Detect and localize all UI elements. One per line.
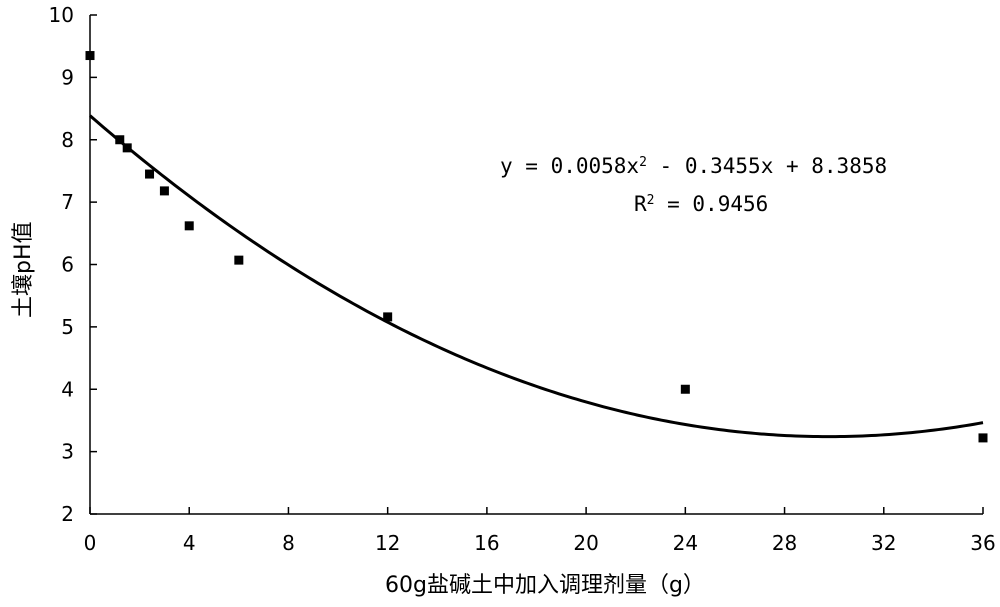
x-ticks: 0 4 8 12 16 20 24 28 32 36 <box>84 507 996 555</box>
equation-superscript: 2 <box>639 155 647 170</box>
r2-superscript: 2 <box>647 193 655 208</box>
x-tick-label: 4 <box>183 531 196 555</box>
y-tick-label: 2 <box>61 502 74 526</box>
data-point <box>115 135 125 145</box>
r-squared: R2 = 0.9456 <box>634 192 768 216</box>
equation-text: y = 0.0058x <box>500 154 639 178</box>
y-tick-label: 9 <box>61 65 74 89</box>
axes <box>89 15 983 515</box>
y-ticks: 2 3 4 5 6 7 8 9 10 <box>49 3 97 526</box>
y-tick-label: 3 <box>61 440 74 464</box>
r2-rest: = 0.9456 <box>654 192 768 216</box>
x-tick-label: 16 <box>474 531 499 555</box>
y-tick-label: 7 <box>61 190 74 214</box>
y-tick-label: 6 <box>61 253 74 277</box>
data-point <box>680 384 690 394</box>
data-point <box>145 169 155 179</box>
data-point <box>159 186 169 196</box>
trendline-curve <box>89 114 984 439</box>
data-point <box>85 51 95 61</box>
data-points <box>85 51 988 443</box>
x-tick-label: 32 <box>871 531 896 555</box>
x-tick-label: 20 <box>573 531 598 555</box>
x-tick-label: 24 <box>673 531 698 555</box>
data-point <box>122 143 132 153</box>
y-axis-title: 土壤pH值 <box>11 221 36 318</box>
trendline-equation: y = 0.0058x2 - 0.3455x + 8.3858 <box>500 154 887 178</box>
x-tick-label: 8 <box>282 531 295 555</box>
y-tick-label: 10 <box>49 3 74 27</box>
data-point <box>184 221 194 231</box>
y-tick-label: 8 <box>61 128 74 152</box>
x-tick-label: 28 <box>772 531 797 555</box>
r2-text: R <box>634 192 647 216</box>
equation-rest: - 0.3455x + 8.3858 <box>647 154 887 178</box>
y-tick-label: 5 <box>61 315 74 339</box>
x-axis-title: 60g盐碱土中加入调理剂量（g） <box>385 573 705 598</box>
trendline-group <box>89 114 984 439</box>
x-tick-label: 0 <box>84 531 97 555</box>
data-point <box>383 312 393 322</box>
x-tick-label: 12 <box>375 531 400 555</box>
x-tick-label: 36 <box>970 531 995 555</box>
y-tick-label: 4 <box>61 377 74 401</box>
data-point <box>978 433 988 443</box>
data-point <box>234 255 244 265</box>
